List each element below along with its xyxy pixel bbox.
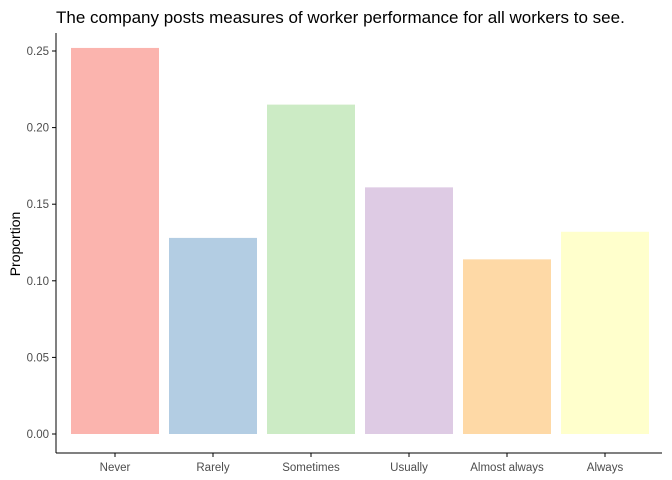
bar-always: [561, 231, 649, 434]
bar-never: [71, 47, 159, 434]
y-axis-title: Proportion: [7, 212, 23, 277]
bar-almost-always: [463, 259, 551, 434]
bars-group: [71, 47, 649, 435]
y-tick-label: 0.15: [27, 199, 49, 211]
x-tick-label: Rarely: [196, 462, 229, 474]
x-axis-ticks: Never Rarely Sometimes Usually Almost always…: [100, 453, 624, 474]
y-tick-label: 0.25: [27, 46, 49, 58]
x-tick-label: Usually: [390, 462, 428, 474]
y-tick-label: 0.20: [27, 123, 49, 135]
y-tick-label: 0.00: [27, 429, 49, 441]
x-tick-label: Sometimes: [282, 462, 340, 474]
x-tick-label: Almost always: [470, 462, 544, 474]
bar-rarely: [169, 237, 257, 434]
y-tick-label: 0.10: [27, 276, 49, 288]
x-tick-label: Always: [587, 462, 624, 474]
chart-title: The company posts measures of worker per…: [56, 8, 625, 27]
bar-sometimes: [267, 104, 355, 435]
x-tick-label: Never: [100, 462, 131, 474]
y-tick-label: 0.05: [27, 352, 49, 364]
bar-usually: [365, 187, 453, 434]
y-axis-ticks: 0.00 0.05 0.10 0.15 0.20 0.25: [27, 46, 56, 441]
